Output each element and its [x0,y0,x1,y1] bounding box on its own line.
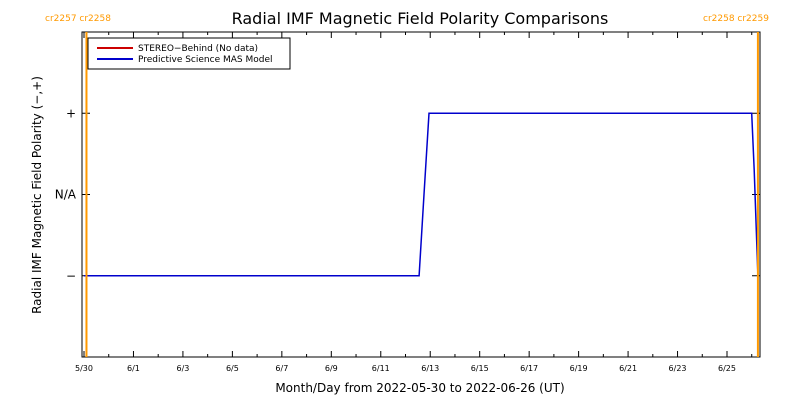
y-tick-label: N/A [55,188,77,202]
x-tick-label: 6/13 [421,364,439,373]
x-tick-label: 6/23 [669,364,687,373]
x-tick-label: 6/1 [127,364,140,373]
carrington-marker-label: cr2258 cr2259 [703,14,769,24]
chart-title: Radial IMF Magnetic Field Polarity Compa… [232,9,609,28]
series-layer [84,112,759,277]
x-tick-label: 6/3 [176,364,189,373]
carrington-marker-label: cr2257 cr2258 [45,14,111,24]
y-tick-label: + [66,106,76,120]
x-tick-label: 6/17 [520,364,538,373]
series-line [84,112,759,277]
x-tick-label: 6/7 [275,364,288,373]
legend-entry: STEREO−Behind (No data) [138,44,258,54]
x-tick-label: 6/5 [226,364,239,373]
legend-entry: Predictive Science MAS Model [138,55,273,65]
axis-ticks: 5/30 6/1 6/3 6/5 6/7 6/9 6/11 6/13 6/15 6/17 6/19 6… [55,32,760,373]
carrington-markers [85,32,759,357]
y-tick-label: − [66,269,76,283]
x-tick-label: 6/11 [372,364,390,373]
x-tick-label: 6/19 [570,364,588,373]
legend-box [87,37,291,70]
x-axis-label: Month/Day from 2022-05-30 to 2022-06-26 … [275,381,564,395]
x-tick-label: 6/21 [619,364,637,373]
x-tick-label: 6/15 [471,364,489,373]
legend: STEREO−Behind (No data)Predictive Scienc… [87,37,291,70]
x-tick-label: 6/25 [718,364,736,373]
carrington-labels: cr2257 cr2258 cr2258 cr2259 [45,14,769,24]
y-axis-label: Radial IMF Magnetic Field Polarity (−,+) [30,76,44,314]
plot-frame [81,31,761,358]
x-tick-label: 6/9 [325,364,338,373]
x-tick-label: 5/30 [75,364,93,373]
